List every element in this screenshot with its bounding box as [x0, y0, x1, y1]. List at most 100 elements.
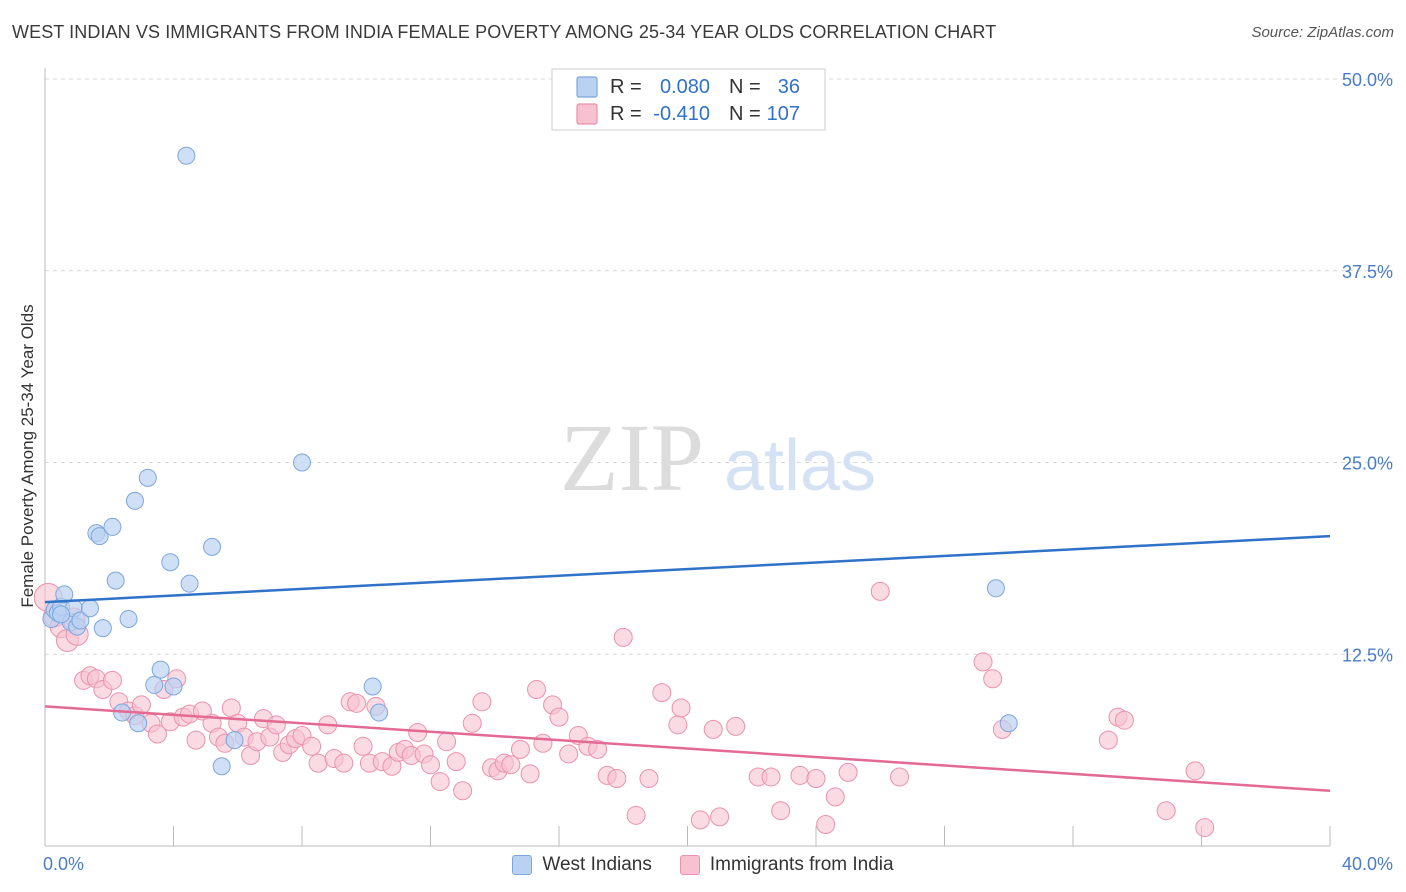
point-west-indian-19[interactable] — [138, 468, 157, 487]
point-west-indian-20[interactable] — [145, 675, 164, 694]
point-india-95[interactable] — [825, 787, 845, 807]
point-west-indian-15[interactable] — [119, 609, 138, 628]
point-india-84[interactable] — [671, 698, 691, 718]
point-india-104[interactable] — [1114, 710, 1134, 730]
point-india-88[interactable] — [726, 716, 746, 736]
point-india-79[interactable] — [613, 627, 633, 647]
point-west-indian-24[interactable] — [177, 146, 196, 165]
point-west-indian-33[interactable] — [986, 579, 1005, 598]
point-india-105[interactable] — [1156, 801, 1176, 821]
point-india-96[interactable] — [838, 762, 858, 782]
point-india-46[interactable] — [353, 736, 373, 756]
point-india-61[interactable] — [462, 713, 482, 733]
correlation-legend: R = 0.080 N = 36 R = -0.410 N = 107 — [551, 68, 826, 131]
point-west-indian-17[interactable] — [125, 491, 144, 510]
point-west-indian-25[interactable] — [180, 574, 199, 593]
point-west-indian-29[interactable] — [293, 453, 311, 472]
chart-title: WEST INDIAN VS IMMIGRANTS FROM INDIA FEM… — [12, 22, 997, 42]
point-india-102[interactable] — [1098, 730, 1118, 750]
point-west-indian-23[interactable] — [164, 677, 183, 696]
point-india-82[interactable] — [652, 683, 672, 703]
legend-item-west-indians[interactable]: West Indians — [512, 854, 652, 876]
point-india-73[interactable] — [559, 744, 579, 764]
point-india-67[interactable] — [510, 739, 530, 759]
point-india-62[interactable] — [472, 692, 492, 712]
legend-r-label-blue: R = — [610, 76, 642, 98]
axes — [44, 68, 1331, 847]
point-west-indian-31[interactable] — [370, 703, 389, 722]
point-india-60[interactable] — [453, 781, 473, 801]
point-west-indian-27[interactable] — [212, 757, 231, 776]
point-india-69[interactable] — [527, 680, 547, 700]
legend-n-value-pink: 107 — [767, 103, 800, 125]
legend-item-immigrants-from-india[interactable]: Immigrants from India — [679, 854, 894, 876]
point-west-indian-10[interactable] — [93, 619, 112, 638]
point-india-99[interactable] — [973, 652, 993, 672]
point-india-58[interactable] — [437, 732, 457, 752]
y-tick-label-3: 50.0% — [1342, 70, 1393, 90]
point-west-indian-28[interactable] — [225, 731, 244, 750]
point-west-indian-35[interactable] — [52, 605, 71, 624]
trend-line-west-indians — [44, 534, 1331, 604]
point-india-97[interactable] — [870, 581, 890, 601]
point-west-indian-8[interactable] — [71, 611, 90, 630]
point-india-10[interactable] — [102, 670, 122, 690]
legend-swatch-pink — [576, 103, 598, 125]
point-west-indian-18[interactable] — [129, 714, 148, 733]
series-legend: West Indians Immigrants from India — [0, 850, 1406, 880]
point-india-92[interactable] — [790, 765, 810, 785]
point-india-107[interactable] — [1195, 818, 1215, 838]
point-india-76[interactable] — [588, 739, 608, 759]
point-india-81[interactable] — [639, 769, 659, 789]
legend-r-value-blue: 0.080 — [660, 76, 710, 98]
legend-r-value-pink: -0.410 — [653, 103, 710, 125]
point-west-indian-4[interactable] — [55, 585, 74, 604]
point-india-72[interactable] — [549, 707, 569, 727]
point-india-94[interactable] — [816, 815, 836, 835]
point-india-93[interactable] — [806, 769, 826, 789]
point-west-indian-26[interactable] — [203, 537, 222, 556]
point-india-34[interactable] — [266, 715, 286, 735]
point-west-indian-30[interactable] — [363, 677, 382, 696]
point-india-78[interactable] — [607, 769, 627, 789]
point-india-43[interactable] — [334, 753, 354, 773]
source-label: Source: ZipAtlas.com — [1251, 24, 1394, 41]
point-west-indian-14[interactable] — [106, 571, 125, 590]
point-west-indian-34[interactable] — [999, 714, 1018, 733]
point-india-66[interactable] — [501, 755, 521, 775]
point-india-100[interactable] — [983, 669, 1003, 689]
point-india-39[interactable] — [302, 736, 322, 756]
point-india-40[interactable] — [308, 753, 328, 773]
point-india-80[interactable] — [626, 805, 646, 825]
point-india-98[interactable] — [890, 767, 910, 787]
point-india-91[interactable] — [771, 801, 791, 821]
point-west-indian-13[interactable] — [103, 517, 122, 536]
legend-r-label-pink: R = — [610, 103, 642, 125]
point-india-90[interactable] — [761, 767, 781, 787]
legend-n-label-pink: N = — [729, 103, 761, 125]
point-india-83[interactable] — [668, 715, 688, 735]
point-west-indian-9[interactable] — [80, 599, 99, 618]
point-india-68[interactable] — [520, 764, 540, 784]
point-india-45[interactable] — [347, 693, 367, 713]
point-india-87[interactable] — [710, 807, 730, 827]
point-west-indian-21[interactable] — [151, 660, 170, 679]
point-india-56[interactable] — [421, 755, 440, 775]
point-india-106[interactable] — [1185, 761, 1205, 781]
point-india-70[interactable] — [533, 733, 553, 753]
x-tick-label-1: 40.0% — [1342, 854, 1393, 874]
point-india-59[interactable] — [446, 752, 466, 772]
trend-line-immigrants-from-india — [44, 705, 1331, 793]
point-india-57[interactable] — [430, 772, 450, 792]
point-india-16[interactable] — [147, 724, 167, 744]
point-west-indian-12[interactable] — [90, 527, 109, 546]
legend-n-value-blue: 36 — [778, 76, 800, 98]
point-india-86[interactable] — [703, 719, 723, 739]
legend-n-label-blue: N = — [729, 76, 761, 98]
y-tick-label-0: 12.5% — [1342, 645, 1393, 665]
point-india-22[interactable] — [186, 730, 206, 750]
point-west-indian-22[interactable] — [161, 553, 180, 572]
legend-swatch-immigrants-from-india — [679, 855, 700, 875]
point-india-85[interactable] — [690, 810, 710, 830]
